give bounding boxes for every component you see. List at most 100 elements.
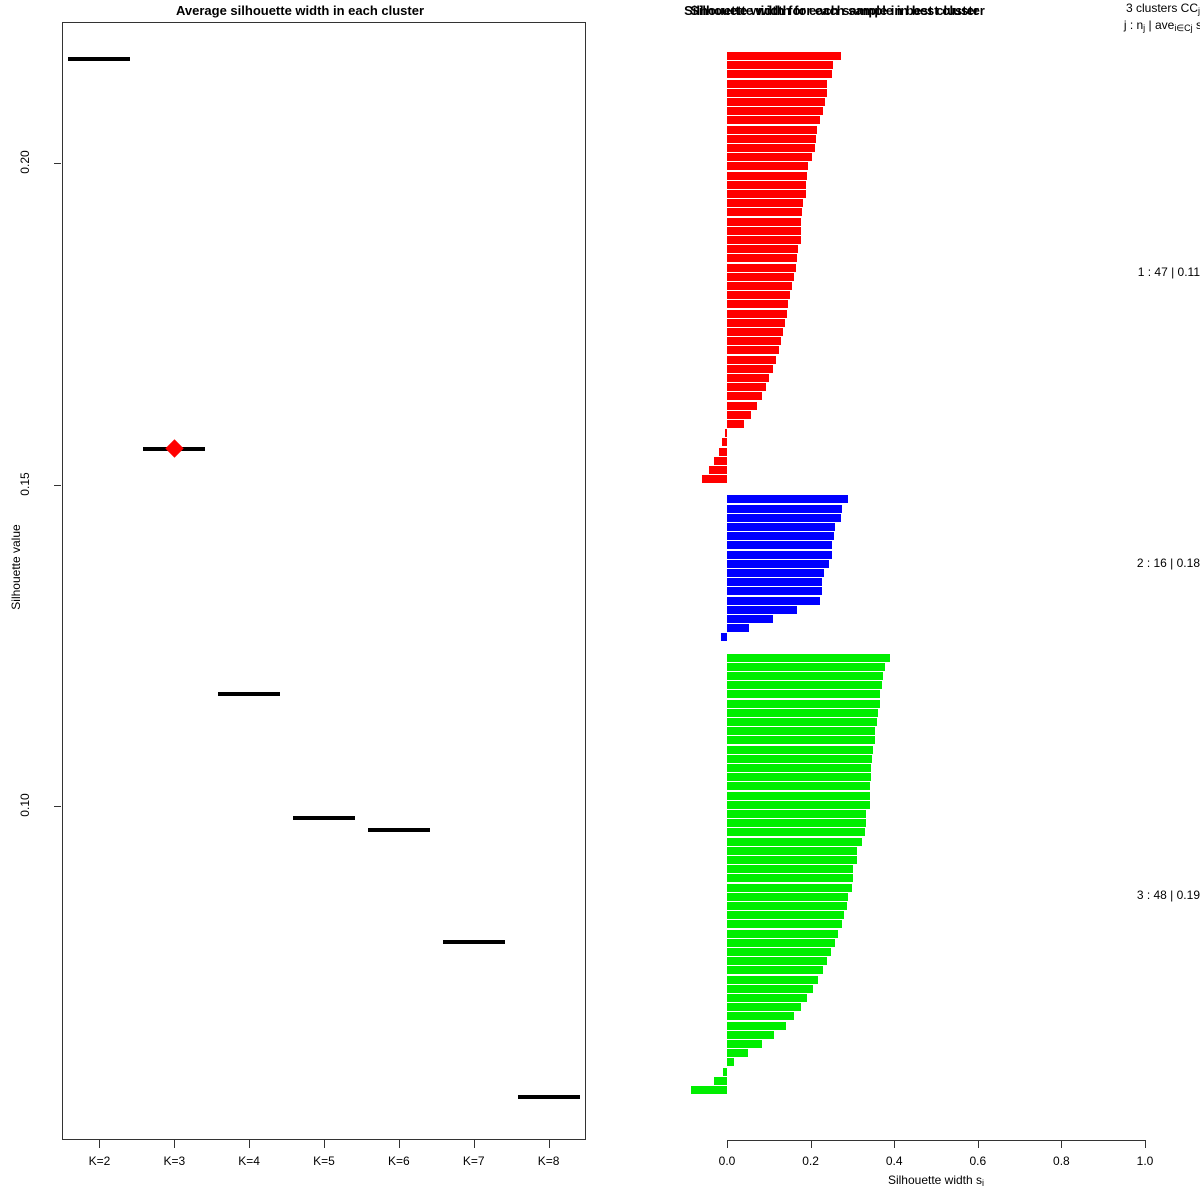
silhouette-bar <box>727 254 797 262</box>
silhouette-bar <box>727 902 847 910</box>
silhouette-bar <box>727 346 779 354</box>
silhouette-bar <box>727 337 781 345</box>
silhouette-bar <box>727 98 825 106</box>
y-tick-mark <box>54 805 61 807</box>
silhouette-bar <box>727 264 796 272</box>
silhouette-bar <box>727 727 875 735</box>
cluster-summary-label: 2 : 16 | 0.18 <box>1136 556 1200 570</box>
x-tick-label: 0.0 <box>718 1154 736 1168</box>
legend-formula-annotation: j : nj | avei∈Cj s <box>1124 18 1200 34</box>
silhouette-bar <box>727 116 821 124</box>
right-plot-panel: Silhouette width for each sample in best… <box>600 0 1200 1200</box>
silhouette-bar <box>701 475 727 483</box>
silhouette-bar <box>727 1058 735 1066</box>
silhouette-bar <box>727 681 883 689</box>
x-tick-label: K=6 <box>388 1154 410 1168</box>
silhouette-bar <box>727 420 745 428</box>
legend-formula-mid: | ave <box>1145 18 1175 32</box>
silhouette-bar <box>727 411 752 419</box>
left-plot-frame <box>62 22 586 1140</box>
silhouette-bar <box>727 282 793 290</box>
silhouette-bar <box>727 199 804 207</box>
legend-formula-sub2: i∈Cj <box>1174 23 1193 33</box>
silhouette-bar <box>727 985 814 993</box>
silhouette-bar <box>727 939 835 947</box>
legend-formula-end: s <box>1195 18 1200 32</box>
y-tick-label: 0.15 <box>18 471 32 496</box>
x-tick-label: 0.4 <box>885 1154 903 1168</box>
silhouette-bar <box>727 319 786 327</box>
cluster-average-segment <box>218 692 281 697</box>
silhouette-bar <box>727 792 870 800</box>
silhouette-bar <box>727 291 791 299</box>
silhouette-bar <box>727 532 834 540</box>
cluster-symbol-subscript: j <box>1198 6 1200 16</box>
legend-formula-sub1: j <box>1143 23 1146 33</box>
silhouette-bar <box>721 438 727 446</box>
silhouette-bar <box>727 597 821 605</box>
silhouette-bar <box>727 736 875 744</box>
silhouette-bar <box>727 764 871 772</box>
silhouette-bar <box>727 505 842 513</box>
silhouette-bar <box>727 755 872 763</box>
silhouette-bar <box>727 1003 801 1011</box>
cluster-average-segment <box>517 1094 580 1099</box>
right-x-axis-label: Silhouette width si <box>667 1173 1200 1188</box>
x-tick-mark <box>727 1140 728 1148</box>
silhouette-bar <box>727 966 823 974</box>
silhouette-bar <box>727 218 802 226</box>
right-x-axis-label-sub: i <box>982 1178 985 1188</box>
x-tick-label: 0.2 <box>802 1154 819 1168</box>
cluster-summary-label: 1 : 47 | 0.11 <box>1137 265 1200 279</box>
silhouette-bar <box>727 718 877 726</box>
silhouette-bar <box>727 810 867 818</box>
x-tick-mark <box>1061 1140 1063 1148</box>
silhouette-bar <box>727 365 773 373</box>
silhouette-bar <box>727 773 871 781</box>
x-tick-label: K=4 <box>238 1154 260 1168</box>
silhouette-bar <box>727 135 817 143</box>
y-tick-label: 0.10 <box>18 793 32 817</box>
silhouette-bar <box>727 700 880 708</box>
silhouette-bar <box>727 162 809 170</box>
silhouette-bar <box>727 1022 786 1030</box>
silhouette-bar <box>727 874 854 882</box>
silhouette-bar <box>727 52 841 60</box>
silhouette-bar <box>714 1077 727 1085</box>
silhouette-bar <box>727 227 802 235</box>
n-clusters-annotation: 3 clusters CCj <box>1126 1 1200 16</box>
silhouette-bar <box>727 948 832 956</box>
silhouette-bar <box>727 893 849 901</box>
x-tick-mark <box>249 1140 251 1148</box>
x-tick-mark <box>977 1140 979 1148</box>
y-tick-mark <box>54 163 61 165</box>
x-tick-mark <box>324 1140 325 1148</box>
silhouette-bar <box>727 828 865 836</box>
silhouette-bar <box>727 107 823 115</box>
silhouette-bar <box>727 374 770 382</box>
x-tick-label: K=5 <box>313 1154 335 1168</box>
silhouette-bar <box>727 930 839 938</box>
x-tick-label: K=8 <box>537 1154 560 1168</box>
y-tick-label: 0.20 <box>18 150 32 175</box>
silhouette-bar <box>727 236 801 244</box>
silhouette-bar <box>727 89 827 97</box>
silhouette-bar <box>727 523 836 531</box>
silhouette-bar <box>727 957 828 965</box>
silhouette-bar <box>727 856 857 864</box>
silhouette-bar <box>724 429 727 437</box>
silhouette-bar <box>727 801 870 809</box>
silhouette-bar <box>727 80 828 88</box>
left-plot-title: Average silhouette width in each cluster <box>175 3 425 18</box>
cluster-average-segment <box>442 940 505 945</box>
silhouette-bar <box>727 208 802 216</box>
silhouette-bar <box>727 144 815 152</box>
x-tick-mark <box>398 1140 400 1148</box>
silhouette-bar <box>727 356 777 364</box>
x-tick-mark <box>99 1140 101 1148</box>
silhouette-bar <box>727 1012 794 1020</box>
silhouette-bar <box>727 994 807 1002</box>
silhouette-bar <box>727 310 788 318</box>
x-tick-mark <box>1145 1140 1146 1148</box>
